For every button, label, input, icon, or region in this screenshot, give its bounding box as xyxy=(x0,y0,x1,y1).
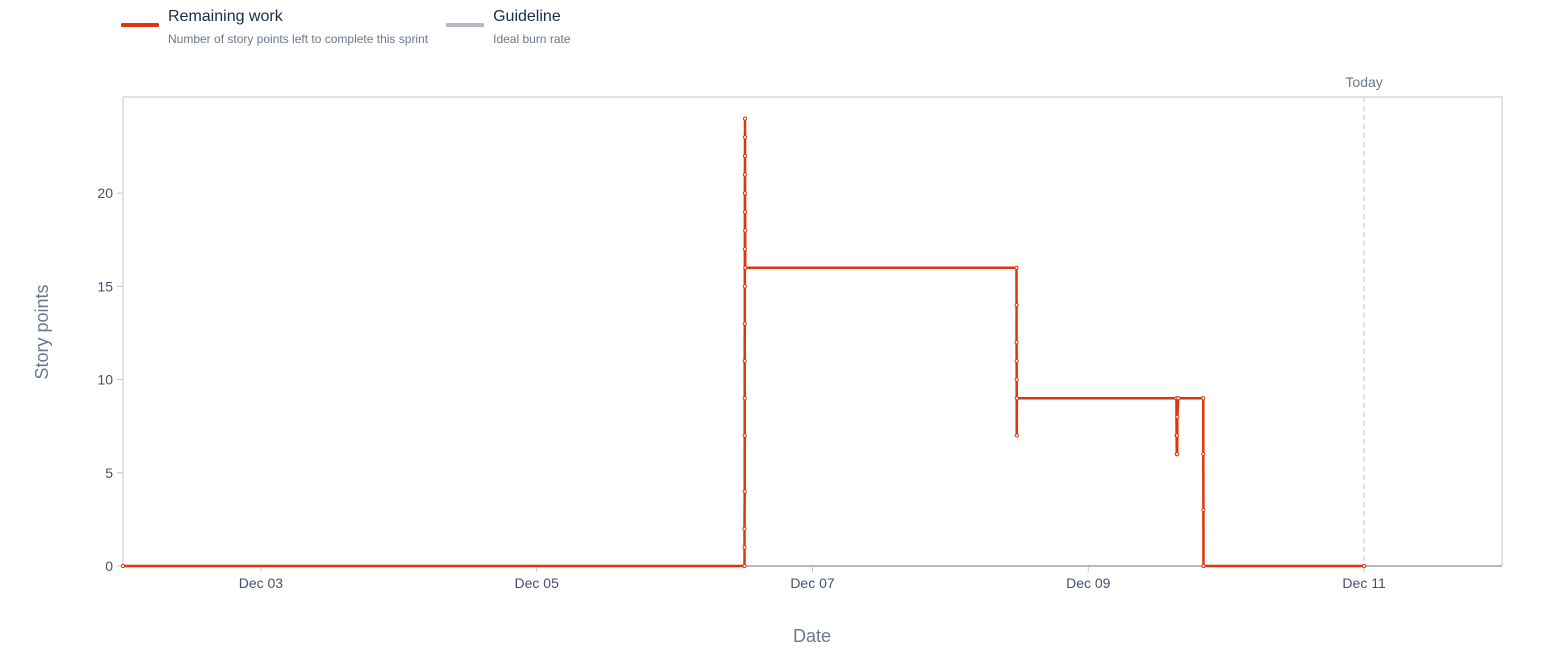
data-point-remaining-work[interactable] xyxy=(1201,396,1206,401)
data-point-remaining-work[interactable] xyxy=(742,563,747,569)
data-point-remaining-work[interactable] xyxy=(743,228,748,233)
legend-item-remaining-work[interactable]: Remaining work Number of story points le… xyxy=(121,6,428,50)
y-axis-ticks: 0 5 10 15 20 xyxy=(97,185,123,574)
x-axis-ticks: Dec 03 Dec 05 Dec 07 Dec 09 Dec 11 xyxy=(239,566,1386,591)
y-tick-label: 5 xyxy=(105,465,113,481)
y-tick-label: 0 xyxy=(105,558,113,574)
data-point-remaining-work[interactable] xyxy=(1176,396,1181,401)
data-point-remaining-work[interactable] xyxy=(742,396,747,401)
x-tick-label: Dec 09 xyxy=(1066,575,1111,591)
legend-title-remaining-work: Remaining work xyxy=(168,8,283,25)
plot-border xyxy=(122,96,1503,567)
data-point-remaining-work[interactable] xyxy=(1014,340,1019,345)
data-point-remaining-work[interactable] xyxy=(742,433,747,438)
data-point-remaining-work[interactable] xyxy=(742,321,747,326)
x-axis-title: Date xyxy=(793,626,831,646)
today-label: Today xyxy=(1345,74,1382,90)
data-point-remaining-work[interactable] xyxy=(742,489,747,494)
series-layer xyxy=(120,116,1502,569)
x-tick-label: Dec 03 xyxy=(239,575,284,591)
data-point-remaining-work[interactable] xyxy=(1362,563,1367,569)
data-point-remaining-work[interactable] xyxy=(742,209,748,214)
today-marker: Today xyxy=(1345,74,1383,566)
data-point-remaining-work[interactable] xyxy=(1175,414,1180,419)
data-point-remaining-work[interactable] xyxy=(1014,377,1019,382)
data-point-remaining-work[interactable] xyxy=(742,284,747,289)
y-axis-title: Story points xyxy=(32,284,52,379)
data-point-remaining-work[interactable] xyxy=(1014,433,1019,438)
data-point-remaining-work[interactable] xyxy=(1014,396,1019,401)
x-tick-label: Dec 07 xyxy=(790,575,835,591)
y-tick-label: 15 xyxy=(97,278,113,294)
legend-desc-remaining-work: Number of story points left to complete … xyxy=(168,32,429,46)
data-point-remaining-work[interactable] xyxy=(1201,563,1206,569)
x-tick-label: Dec 11 xyxy=(1342,575,1386,591)
data-point-remaining-work[interactable] xyxy=(742,191,747,196)
data-point-remaining-work[interactable] xyxy=(1014,265,1019,270)
legend-item-guideline[interactable]: Guideline Ideal burn rate xyxy=(446,6,571,50)
data-point-remaining-work[interactable] xyxy=(1201,452,1206,457)
plot-frame xyxy=(122,96,1503,567)
y-tick-label: 10 xyxy=(97,372,113,388)
data-point-remaining-work[interactable] xyxy=(742,247,747,252)
data-point-remaining-work[interactable] xyxy=(742,135,748,140)
data-point-remaining-work[interactable] xyxy=(742,358,747,364)
data-point-remaining-work[interactable] xyxy=(742,545,747,550)
data-point-remaining-work[interactable] xyxy=(1175,452,1180,457)
y-tick-label: 20 xyxy=(97,185,113,201)
data-point-remaining-work[interactable] xyxy=(1174,433,1180,438)
legend-desc-guideline: Ideal burn rate xyxy=(493,32,571,46)
legend-title-guideline: Guideline xyxy=(493,8,561,25)
legend-swatch-remaining-work xyxy=(121,23,159,27)
legend-swatch-guideline xyxy=(446,23,485,27)
data-point-remaining-work[interactable] xyxy=(742,153,748,159)
data-point-remaining-work[interactable] xyxy=(742,526,747,531)
data-point-remaining-work[interactable] xyxy=(742,116,748,121)
data-point-remaining-work[interactable] xyxy=(742,172,747,177)
legend: Remaining work Number of story points le… xyxy=(121,6,571,50)
x-tick-label: Dec 05 xyxy=(515,575,560,591)
series-line-remaining-work xyxy=(123,117,1365,568)
data-point-remaining-work[interactable] xyxy=(1014,358,1019,364)
data-point-remaining-work[interactable] xyxy=(743,265,748,270)
data-point-remaining-work[interactable] xyxy=(1201,507,1206,513)
data-point-remaining-work[interactable] xyxy=(120,563,126,569)
data-point-remaining-work[interactable] xyxy=(1014,302,1019,308)
